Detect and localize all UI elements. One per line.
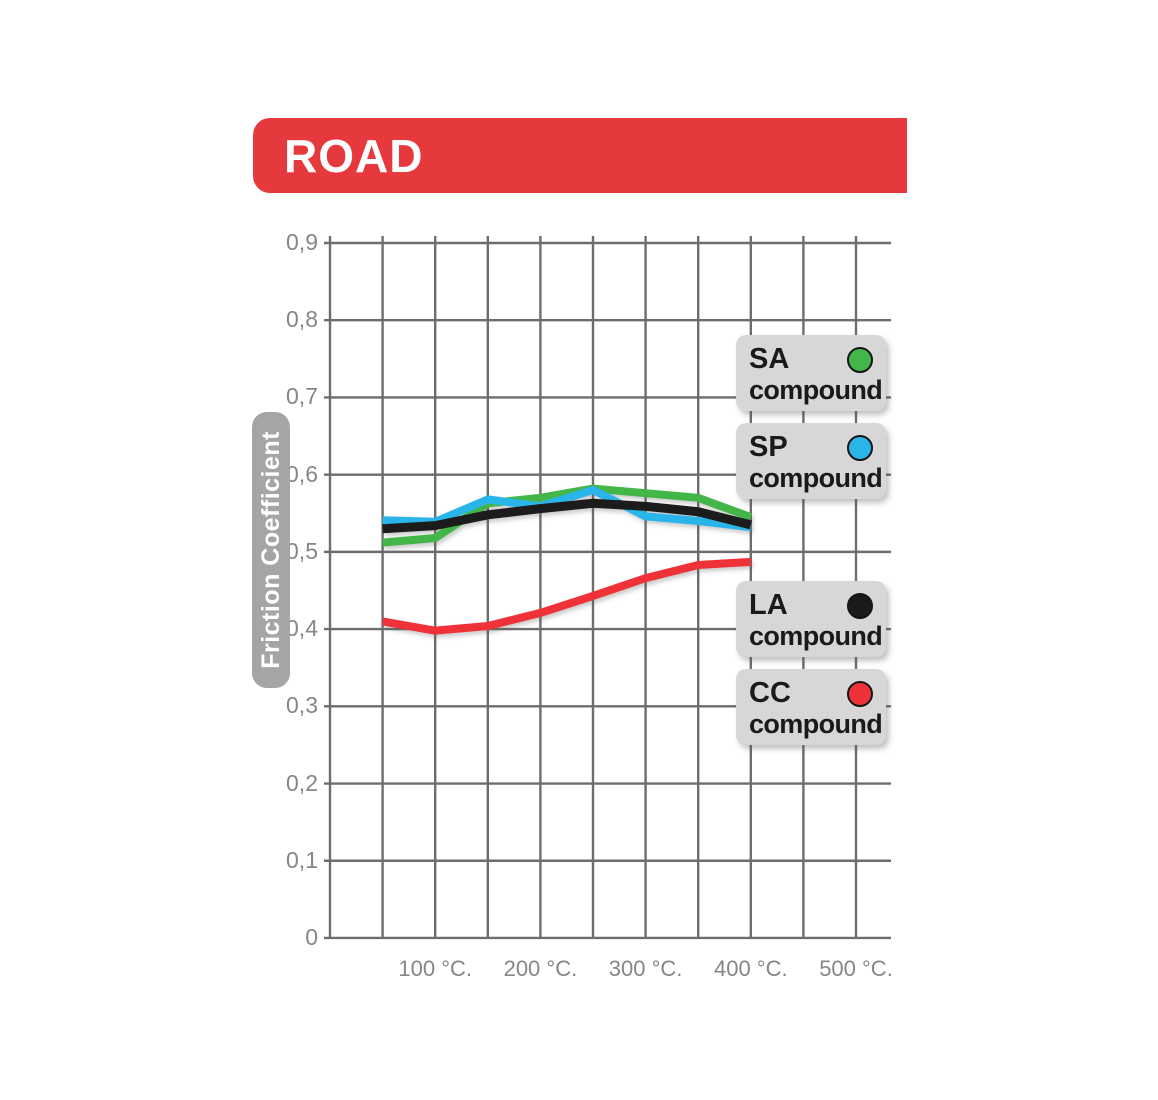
y-tick-label: 0,1 bbox=[286, 846, 318, 873]
y-tick-label: 0 bbox=[305, 923, 318, 950]
sp-compound-dot-icon bbox=[847, 434, 873, 461]
legend-la-code: LA bbox=[749, 589, 788, 621]
series-line-sa bbox=[382, 484, 753, 547]
y-tick-label: 0,5 bbox=[286, 537, 318, 564]
road-banner-title: ROAD bbox=[284, 129, 424, 182]
la-compound-dot-icon bbox=[847, 592, 873, 619]
x-tick-label: 500 °C. bbox=[819, 956, 893, 981]
legend-cc-compound: CC compound bbox=[736, 669, 886, 745]
y-tick-label: 0,9 bbox=[286, 229, 318, 255]
legend-sa-sublabel: compound bbox=[749, 375, 883, 406]
y-tick-label: 0,4 bbox=[286, 615, 318, 642]
series-line-la bbox=[382, 498, 752, 534]
y-tick-label: 0,7 bbox=[286, 383, 318, 410]
x-tick-label: 400 °C. bbox=[713, 956, 788, 981]
legend-cc-code: CC bbox=[749, 677, 791, 709]
x-tick-label: 200 °C. bbox=[503, 956, 578, 981]
road-banner: ROAD bbox=[253, 118, 907, 193]
y-tick-label: 0,3 bbox=[286, 692, 318, 719]
x-tick-label: 300 °C. bbox=[608, 956, 683, 981]
legend-sa-code: SA bbox=[749, 343, 790, 375]
series-line-cc bbox=[381, 557, 752, 635]
sa-compound-dot-icon bbox=[847, 346, 873, 373]
y-tick-label: 0,6 bbox=[286, 460, 318, 487]
legend-la-sublabel: compound bbox=[749, 621, 883, 652]
legend-la-compound: LA compound bbox=[736, 581, 886, 657]
y-tick-label: 0,8 bbox=[286, 306, 318, 333]
legend-sp-sublabel: compound bbox=[749, 463, 883, 494]
series-line-sp bbox=[382, 486, 752, 532]
y-tick-label: 0,2 bbox=[286, 769, 318, 796]
legend-sp-code: SP bbox=[749, 431, 788, 463]
legend-cc-sublabel: compound bbox=[749, 709, 883, 740]
legend-sp-compound: SP compound bbox=[736, 423, 886, 499]
x-tick-label: 100 °C. bbox=[398, 956, 472, 981]
chart-series-lines bbox=[381, 484, 753, 635]
legend-sa-compound: SA compound bbox=[736, 335, 886, 411]
y-axis-title-pill: Friction Coefficient bbox=[252, 412, 290, 688]
y-axis-title: Friction Coefficient bbox=[256, 431, 285, 669]
cc-compound-dot-icon bbox=[847, 680, 873, 707]
